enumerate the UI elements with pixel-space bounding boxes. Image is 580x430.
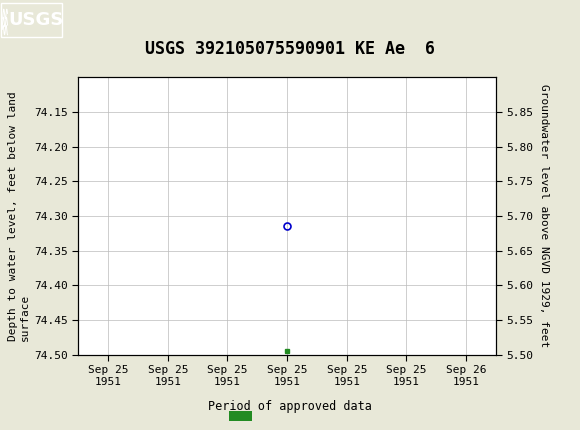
Text: USGS 392105075590901 KE Ae  6: USGS 392105075590901 KE Ae 6 [145,40,435,58]
Y-axis label: Depth to water level, feet below land
surface: Depth to water level, feet below land su… [8,91,30,341]
Text: Period of approved data: Period of approved data [208,400,372,413]
Text: USGS: USGS [9,11,64,29]
Y-axis label: Groundwater level above NGVD 1929, feet: Groundwater level above NGVD 1929, feet [539,84,549,348]
